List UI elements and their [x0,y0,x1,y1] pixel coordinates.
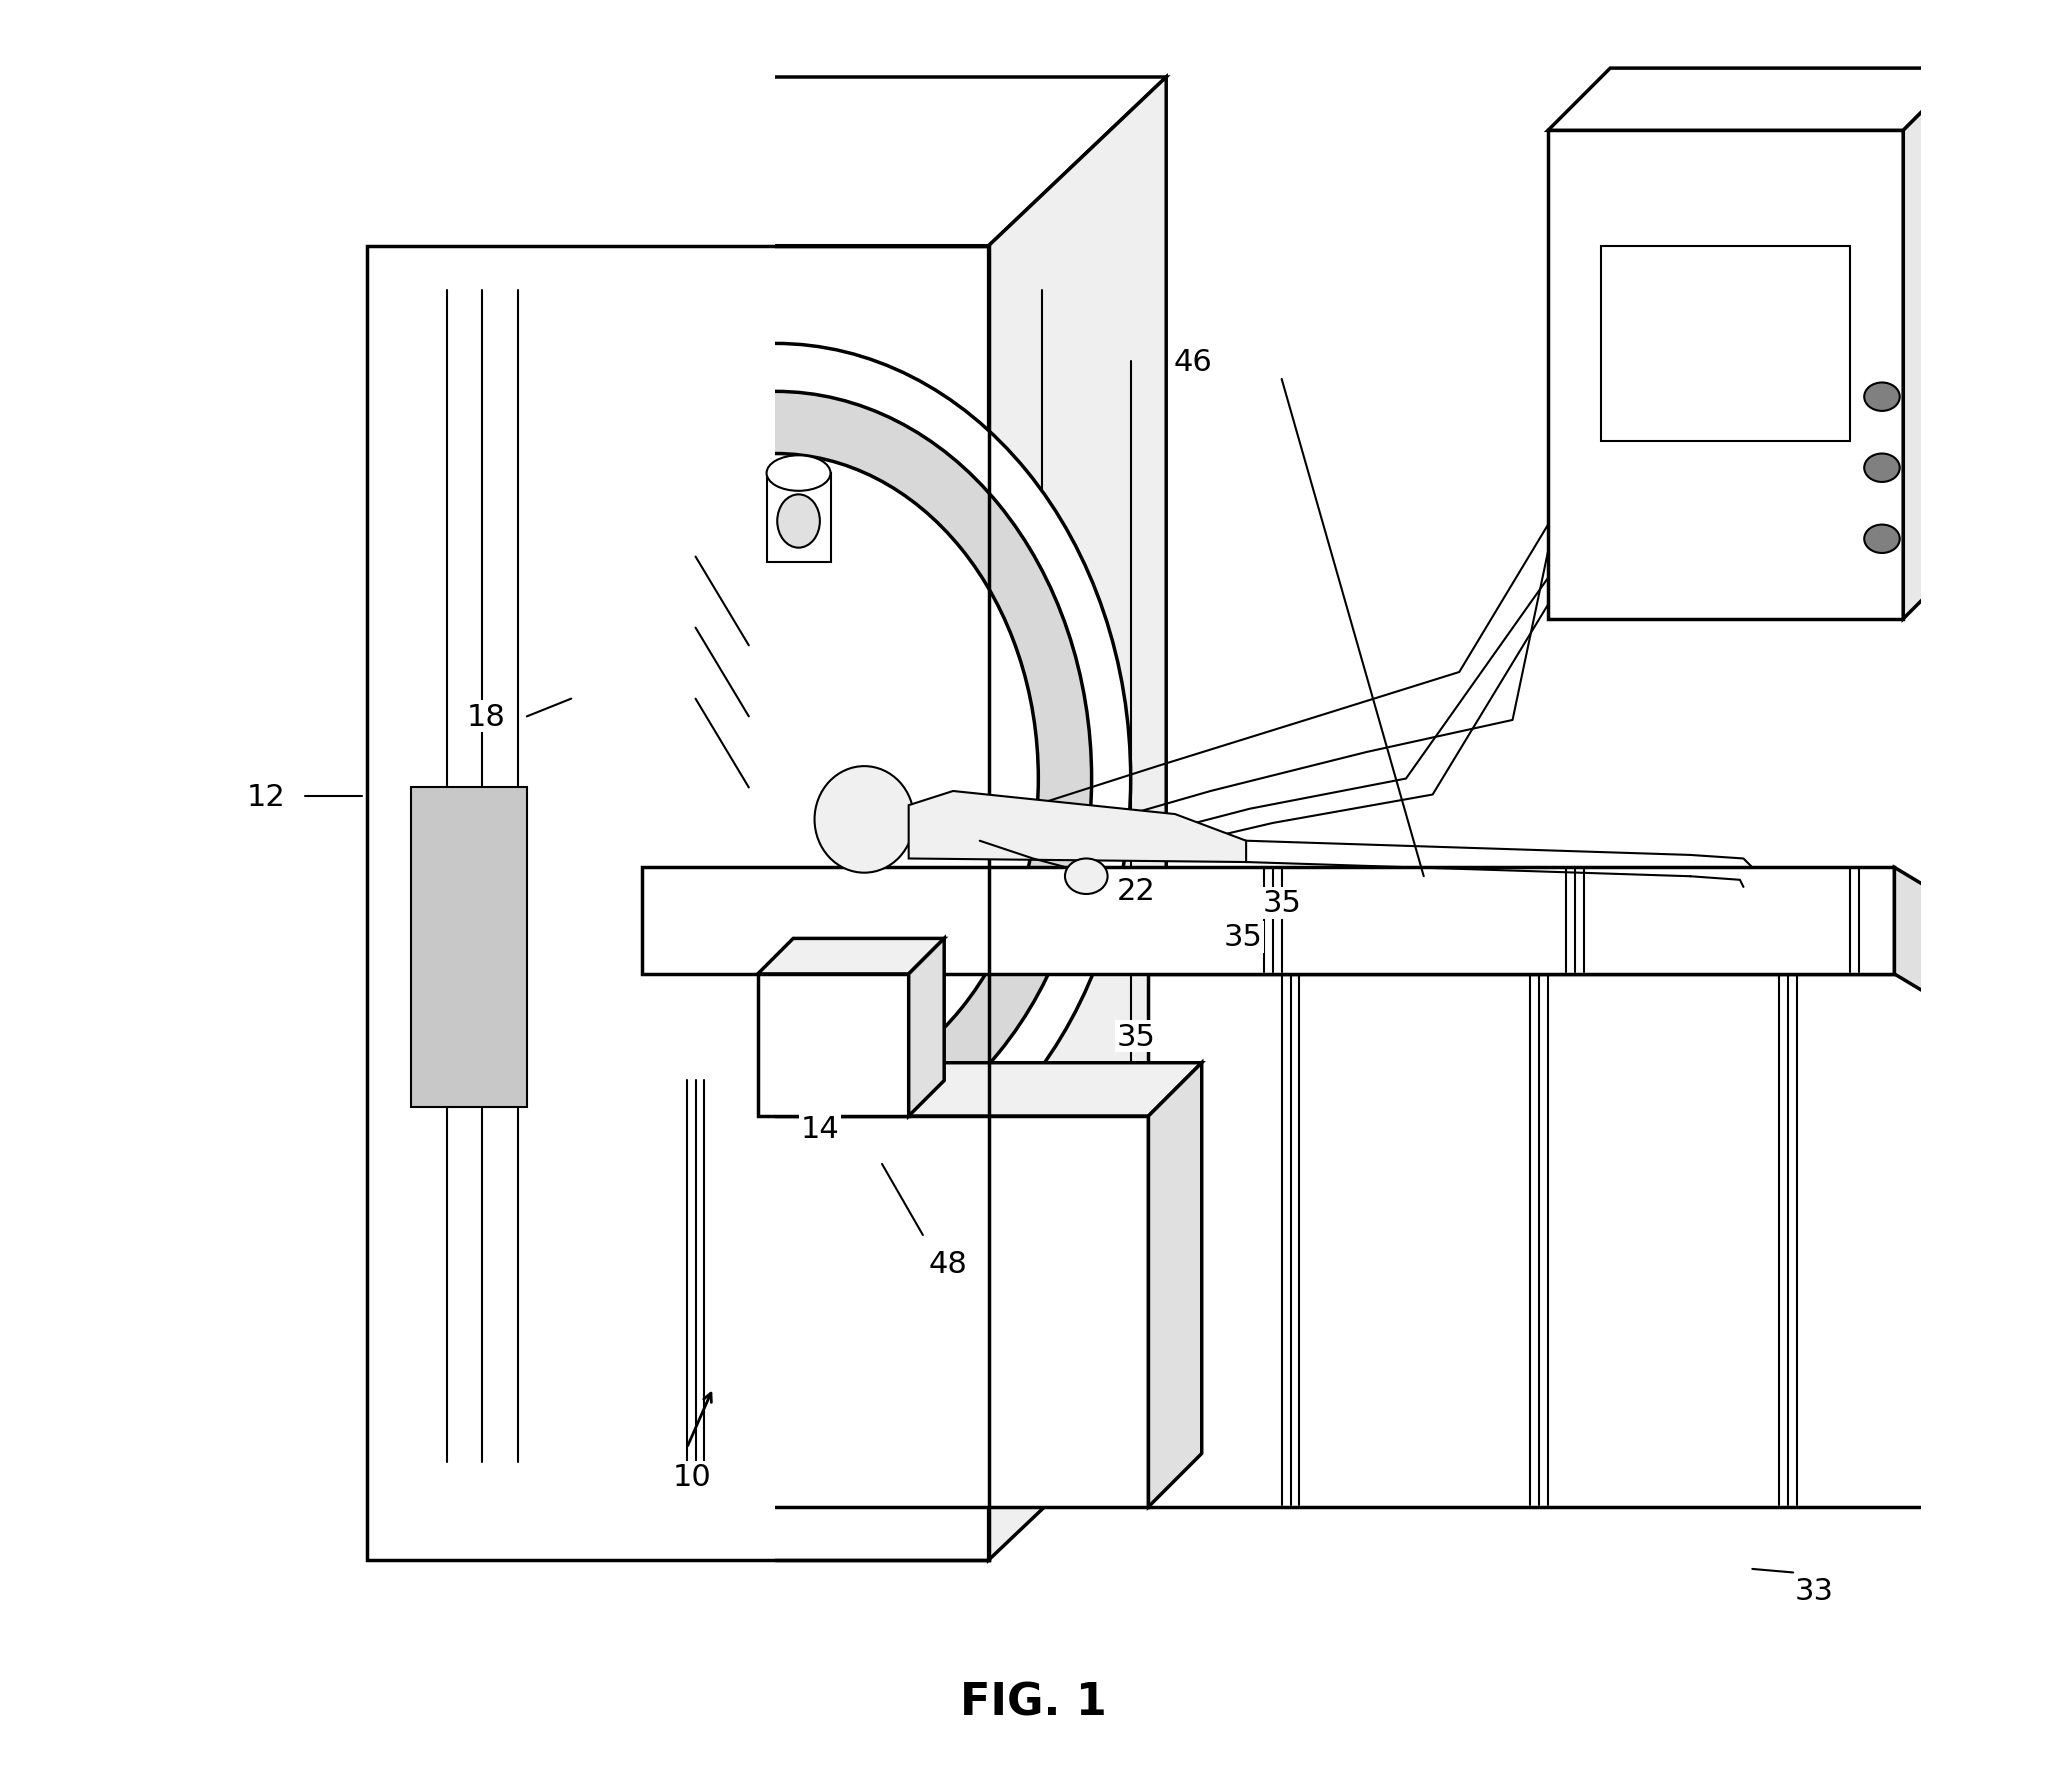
Text: 12: 12 [246,782,285,812]
Polygon shape [643,868,1895,975]
Polygon shape [1149,1063,1202,1506]
Text: 35: 35 [1223,923,1262,952]
Ellipse shape [777,496,820,549]
Polygon shape [411,787,527,1107]
Polygon shape [1149,930,1983,975]
Polygon shape [909,791,1246,862]
Polygon shape [1149,975,1938,1506]
Polygon shape [1547,70,1965,131]
Ellipse shape [766,456,831,492]
Ellipse shape [419,343,1130,1215]
Ellipse shape [512,454,1039,1104]
Text: 35: 35 [1262,889,1302,918]
Bar [1601,247,1849,442]
Text: 10: 10 [674,1462,711,1492]
Text: 18: 18 [467,703,506,732]
Bar [766,474,831,562]
Text: 46: 46 [1173,347,1213,376]
Text: 33: 33 [1795,1576,1835,1605]
Polygon shape [411,787,527,1107]
Ellipse shape [1864,526,1901,553]
Text: 35: 35 [1116,1022,1155,1050]
Polygon shape [535,1063,1202,1116]
Polygon shape [1895,868,1938,1002]
Ellipse shape [459,392,1091,1166]
Polygon shape [535,1116,1149,1506]
Polygon shape [368,79,1165,247]
Polygon shape [758,939,944,975]
Polygon shape [1938,930,1983,1506]
Polygon shape [909,939,944,1116]
Ellipse shape [1064,859,1107,894]
Polygon shape [368,247,990,1560]
Text: 48: 48 [928,1249,967,1277]
Text: 22: 22 [1116,877,1155,905]
Polygon shape [990,79,1165,1560]
Polygon shape [1903,70,1965,619]
Polygon shape [1547,131,1903,619]
Text: 14: 14 [800,1115,839,1143]
Ellipse shape [814,767,913,873]
Ellipse shape [1864,454,1901,483]
Ellipse shape [1864,383,1901,411]
Polygon shape [758,975,909,1116]
Bar [145,7,775,1782]
Text: FIG. 1: FIG. 1 [959,1680,1107,1723]
